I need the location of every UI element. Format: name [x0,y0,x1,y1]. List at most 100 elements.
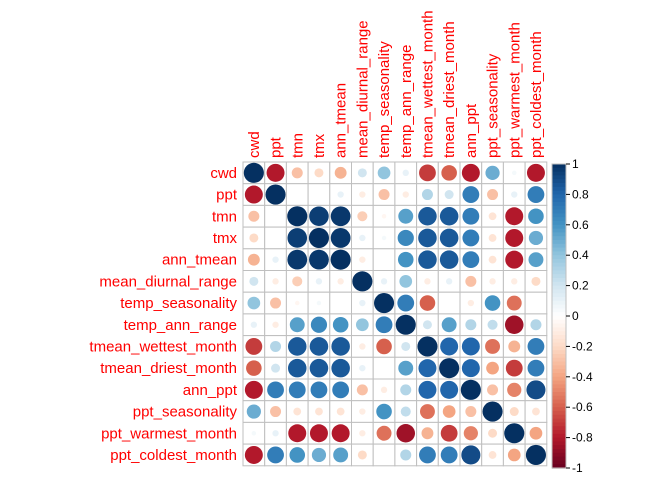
colorbar-segment [552,407,566,412]
colorbar-segment [552,194,566,199]
grid-cell [264,204,287,228]
colorbar-tick-label: -0.4 [572,370,593,384]
correlation-circle-tmx-ppt_seasonality [488,234,497,242]
correlation-circle-ppt_seasonality-tmn [293,407,302,416]
colorbar-segment [552,167,566,173]
correlation-circle-cwd-tmean_driest_month [441,165,457,181]
colorbar-segment [552,452,566,458]
correlation-circle-temp_ann_range-ppt_seasonality [487,319,498,330]
correlation-circle-mean_diurnal_range-mean_diurnal_range [352,271,373,292]
correlation-circle-mean_diurnal_range-tmean_wettest_month [424,278,431,285]
correlation-circle-tmean_wettest_month-tmx [309,337,329,356]
correlation-circle-ppt_warmest_month-temp_ann_range [396,423,416,443]
correlation-circle-ppt_warmest_month-temp_seasonality [376,425,392,441]
colorbar: 1 0.8 0.6 0.4 0.2 0 -0.2 -0.4 -0.6 -0.8 -1 [551,157,593,475]
colorbar-segment [552,380,566,385]
correlation-circle-ppt-ann_tmean [337,191,344,198]
colorbar-segment [552,213,566,218]
column-label-cwd: cwd [246,131,263,158]
correlation-circle-cwd-ppt_coldest_month [526,163,545,182]
colorbar-segment [552,183,566,188]
correlation-circle-ppt_warmest_month-ppt_coldest_month [529,426,543,440]
correlation-circle-tmean_driest_month-tmean_driest_month [439,358,460,379]
colorbar-segment [552,236,566,241]
correlation-circle-cwd-temp_ann_range [402,169,409,177]
correlation-circle-mean_diurnal_range-ppt [272,278,279,285]
correlation-circle-tmx-tmn [287,228,308,248]
row-label-ppt_seasonality: ppt_seasonality [133,404,238,421]
correlation-circle-tmn-mean_diurnal_range [357,211,368,222]
grid-cell [329,291,352,315]
correlation-circle-temp_ann_range-tmn [289,317,305,333]
correlation-circle-ann_ppt-ppt_warmest_month [507,382,522,397]
colorbar-tick-label: 0.2 [572,279,589,293]
correlation-circle-tmean_driest_month-cwd [246,360,262,376]
correlation-circle-tmx-ann_ppt [462,229,480,247]
correlation-circle-ppt_warmest_month-mean_diurnal_range [359,430,366,437]
row-label-cwd: cwd [210,165,237,182]
column-label-temp_seasonality: temp_seasonality [376,41,393,158]
colorbar-segment [552,278,566,283]
colorbar-segment [552,369,566,374]
colorbar-segment [552,228,566,233]
correlation-circle-ppt_seasonality-tmean_wettest_month [419,404,435,420]
correlation-circle-ppt-temp_ann_range [402,191,409,198]
row-label-tmean_driest_month: tmean_driest_month [100,360,237,377]
correlation-circle-mean_diurnal_range-ann_tmean [337,278,344,285]
correlation-circle-tmx-temp_ann_range [397,229,414,247]
colorbar-segment [552,209,566,214]
colorbar-segment [552,350,566,355]
colorbar-segment [552,376,566,382]
correlation-circle-ppt_seasonality-ann_tmean [336,407,345,416]
row-label-mean_diurnal_range: mean_diurnal_range [99,273,237,290]
correlation-circle-temp_ann_range-temp_seasonality [375,316,393,334]
correlation-circle-tmean_wettest_month-temp_seasonality [376,338,392,355]
correlation-circle-ann_ppt-tmx [310,381,328,399]
correlation-circle-temp_seasonality-temp_ann_range [397,294,415,312]
colorbar-segment [552,357,566,363]
colorbar-segment [552,289,566,294]
correlation-circle-ppt_warmest_month-tmean_driest_month [440,424,458,442]
correlation-circle-tmean_wettest_month-ann_ppt [461,337,480,356]
correlation-circle-temp_ann_range-ann_tmean [332,316,349,333]
correlation-circle-temp_seasonality-tmean_wettest_month [419,295,436,311]
correlation-circle-ppt-tmean_driest_month [444,190,454,200]
correlation-circle-ppt_coldest_month-tmean_wettest_month [419,446,436,464]
correlation-circle-tmean_driest_month-ppt_seasonality [486,361,499,375]
correlation-circle-tmean_driest_month-temp_ann_range [398,360,414,376]
colorbar-segment [552,319,566,325]
colorbar-tick-label: 1 [572,157,579,171]
colorbar-segment [552,243,566,249]
correlation-circle-ann_ppt-tmn [288,381,306,399]
grid-cell [437,291,461,315]
column-labels: cwd ppt tmn tmx ann_tmean mean_diurnal_range t… [246,10,545,158]
correlation-circle-cwd-tmx [314,168,324,178]
colorbar-tick-label: -0.6 [572,400,593,414]
colorbar-segment [552,300,566,306]
correlation-circle-tmean_wettest_month-ann_tmean [331,337,350,356]
colorbar-segment [552,437,566,442]
correlation-circle-ann_tmean-tmx [309,249,329,270]
correlation-circle-tmean_driest_month-ann_ppt [461,359,480,378]
colorbar-segment [552,445,566,450]
correlation-circle-temp_ann_range-ann_ppt [465,319,477,331]
row-label-tmn: tmn [212,208,237,225]
colorbar-segment [552,251,566,256]
row-label-ann_tmean: ann_tmean [162,252,237,269]
correlation-circle-tmx-tmx [308,227,330,248]
correlation-circle-tmean_wettest_month-ppt [270,340,282,352]
colorbar-segment [552,285,566,290]
correlation-circle-ann_ppt-cwd [244,380,263,399]
correlation-circle-tmean_wettest_month-tmean_wettest_month [417,336,438,357]
row-label-tmean_wettest_month: tmean_wettest_month [89,338,237,355]
colorbar-segment [552,414,566,420]
correlation-circle-tmean_wettest_month-ppt_coldest_month [527,338,545,355]
correlation-circle-ppt-tmean_wettest_month [421,189,433,201]
correlation-circle-ppt-temp_seasonality [378,189,390,201]
correlation-circle-mean_diurnal_range-ppt_seasonality [489,278,496,285]
correlation-circle-tmean_wettest_month-ppt_seasonality [485,338,501,354]
colorbar-segment [552,240,566,245]
correlation-circle-cwd-ppt_warmest_month [512,170,517,176]
grid-cell [372,356,396,380]
correlation-circle-ppt_seasonality-mean_diurnal_range [359,408,366,415]
